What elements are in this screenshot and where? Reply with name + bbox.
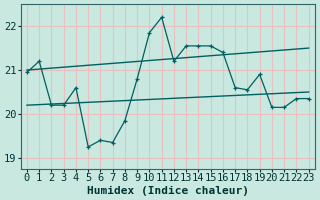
X-axis label: Humidex (Indice chaleur): Humidex (Indice chaleur) — [87, 186, 249, 196]
